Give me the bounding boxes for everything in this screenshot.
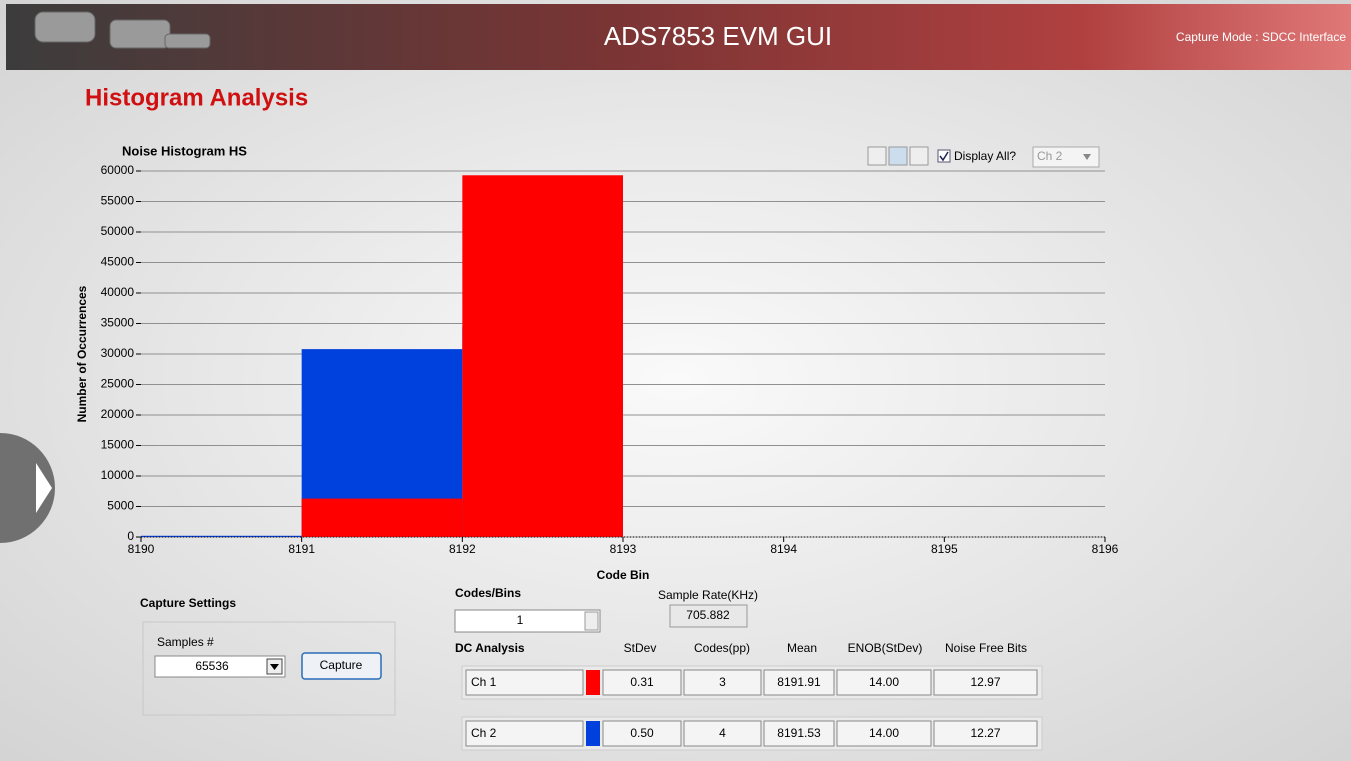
cell: [602, 720, 682, 747]
column-header: Codes(pp): [694, 641, 750, 655]
codes-bins-label: Codes/Bins: [455, 586, 521, 600]
samples-select[interactable]: [154, 655, 286, 678]
cell: [465, 669, 584, 696]
x-tick-label: 8194: [770, 542, 797, 556]
y-tick-label: 25000: [101, 377, 135, 391]
zoom-tool[interactable]: [888, 146, 908, 166]
side-arrow[interactable]: [36, 463, 52, 513]
y-tick-label: 5000: [107, 499, 134, 513]
sample-rate-value: 705.882: [686, 608, 730, 622]
x-tick-label: 8195: [931, 542, 958, 556]
cell: [933, 720, 1038, 747]
histogram-bar: [141, 535, 302, 537]
chart-title: Noise Histogram HS: [122, 143, 247, 158]
dc-analysis-title: DC Analysis: [455, 641, 525, 655]
cell: [836, 669, 932, 696]
capture-button[interactable]: [301, 652, 382, 680]
y-tick-label: 60000: [101, 163, 135, 177]
cell-value: 8191.53: [777, 726, 821, 740]
codes-bins-input[interactable]: [454, 609, 601, 633]
histogram-bar: [301, 498, 463, 537]
samples-value: 65536: [195, 659, 229, 673]
cell-value: 12.27: [970, 726, 1000, 740]
channel-swatch: [586, 721, 600, 746]
y-tick-label: 20000: [101, 407, 135, 421]
sample-rate-label: Sample Rate(KHz): [658, 588, 758, 602]
cell-value: 0.50: [630, 726, 654, 740]
cursor-tool[interactable]: [867, 146, 887, 166]
graph-toolbar: Display All? Ch 2: [867, 146, 1100, 168]
x-tick-label: 8196: [1092, 542, 1119, 556]
capture-settings-box: [142, 621, 396, 716]
checkmark: [939, 151, 949, 162]
x-tick-label: 8191: [288, 542, 315, 556]
dropdown-arrow: [1083, 154, 1091, 160]
channel-select-value: Ch 2: [1037, 149, 1063, 163]
display-all-checkbox[interactable]: [937, 149, 951, 163]
cell: [836, 720, 932, 747]
codes-bins-value: 1: [517, 613, 524, 627]
cell: [933, 669, 1038, 696]
side-expander[interactable]: [0, 433, 55, 543]
header-logo: [34, 11, 211, 49]
cell-value: 0.31: [630, 675, 654, 689]
x-tick-label: 8192: [449, 542, 476, 556]
cell-value: 14.00: [869, 726, 899, 740]
cell: [763, 669, 835, 696]
header-bar: [6, 4, 1351, 70]
y-tick-label: 0: [127, 529, 134, 543]
cell-value: 3: [719, 675, 726, 689]
cell: [683, 669, 762, 696]
row-name: Ch 2: [471, 726, 497, 740]
cell-value: 14.00: [869, 675, 899, 689]
y-tick-label: 55000: [101, 194, 135, 208]
pan-tool[interactable]: [909, 146, 929, 166]
histogram-bar: [462, 175, 623, 537]
y-tick-label: 35000: [101, 316, 135, 330]
column-header: Noise Free Bits: [945, 641, 1027, 655]
header-title: ADS7853 EVM GUI: [604, 21, 832, 51]
x-tick-label: 8190: [128, 542, 155, 556]
page-title: Histogram Analysis: [85, 84, 308, 111]
display-all-label: Display All?: [954, 149, 1016, 163]
cell: [465, 720, 584, 747]
y-tick-label: 10000: [101, 468, 135, 482]
channel-select[interactable]: [1032, 146, 1100, 168]
channel-swatch: [586, 670, 600, 695]
x-axis-label: Code Bin: [597, 568, 650, 582]
y-tick-label: 40000: [101, 285, 135, 299]
cell-value: 8191.91: [777, 675, 821, 689]
x-tick-label: 8193: [610, 542, 637, 556]
dropdown-arrow: [270, 664, 279, 670]
dc-analysis-table: StDev Codes(pp) Mean ENOB(StDev) Noise Free …: [461, 641, 1043, 751]
plot: 0 5000 10000 15000 20000 25000 30000 35000 40000…: [101, 163, 1119, 556]
cell: [683, 720, 762, 747]
cell-value: 12.97: [970, 675, 1000, 689]
samples-label: Samples #: [157, 635, 214, 649]
y-tick-label: 45000: [101, 255, 135, 269]
sample-rate-box: [669, 604, 748, 628]
capture-mode: Capture Mode : SDCC Interface: [1176, 30, 1346, 44]
column-header: ENOB(StDev): [848, 641, 923, 655]
cell: [602, 669, 682, 696]
capture-button-label[interactable]: Capture: [320, 658, 363, 672]
cell-value: 4: [719, 726, 726, 740]
cell: [763, 720, 835, 747]
y-tick-label: 15000: [101, 438, 135, 452]
capture-settings-title: Capture Settings: [140, 596, 236, 610]
row-name: Ch 1: [471, 675, 497, 689]
y-tick-label: 50000: [101, 224, 135, 238]
y-axis-label: Number of Occurrences: [75, 285, 89, 422]
y-tick-label: 30000: [101, 346, 135, 360]
column-header: Mean: [787, 641, 817, 655]
spin-buttons[interactable]: [584, 611, 599, 631]
column-header: StDev: [624, 641, 657, 655]
